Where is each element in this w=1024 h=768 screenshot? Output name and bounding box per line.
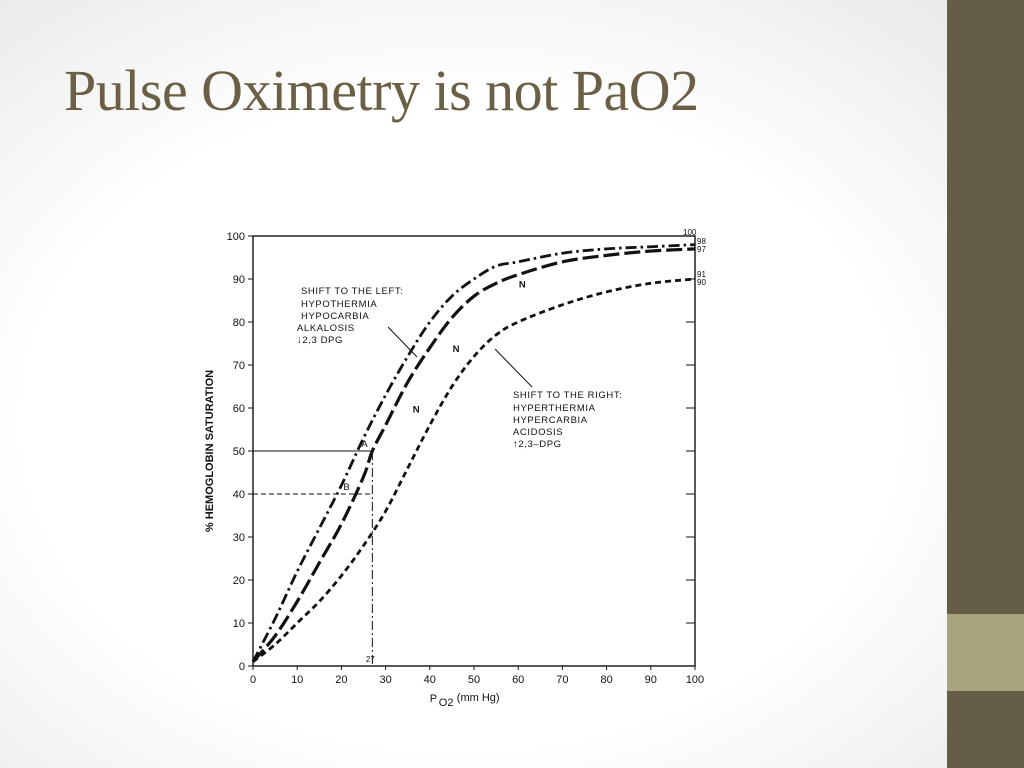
y-tick-label: 100: [227, 231, 245, 243]
left-shift-heading: SHIFT TO THE LEFT:: [301, 286, 403, 297]
normal-curve: [251, 247, 696, 663]
curve-label-n: N: [519, 280, 526, 291]
right-shift-item: ACIDOSIS: [513, 427, 563, 438]
y-tick-label: 10: [233, 618, 245, 630]
x-tick-label: 40: [424, 674, 436, 686]
oxygen-dissociation-chart: 0 10 20 30 40 50 60 70 80 90 100 0 10 20 30 40 50 60 70 80 9…: [195, 222, 725, 712]
right-value-label: 91: [697, 270, 706, 279]
chart-svg: 0 10 20 30 40 50 60 70 80 90 100 0 10 20 30 40 50 60 70 80 9…: [204, 228, 706, 709]
x-tick-label: 10: [291, 674, 303, 686]
x-axis-label-sub: O2: [439, 697, 454, 709]
y-tick-label: 0: [239, 661, 245, 673]
right-value-label: 90: [697, 278, 706, 287]
left-shift-item: ↓2,3 DPG: [297, 335, 343, 346]
x-tick-label: 20: [335, 674, 347, 686]
left-shift-item: HYPOCARBIA: [301, 311, 369, 322]
x-tick-label: 100: [686, 674, 704, 686]
y-tick-label: 30: [233, 532, 245, 544]
right-shift-curve: [252, 277, 696, 663]
x-tick-label: 60: [512, 674, 524, 686]
right-shift-item: HYPERCARBIA: [513, 415, 588, 426]
left-shift-curve: [251, 243, 696, 663]
x-tick-label: 0: [250, 674, 256, 686]
x-tick-label: 90: [645, 674, 657, 686]
slide-title: Pulse Oximetry is not PaO2: [64, 58, 699, 123]
y-axis-label: % HEMOGLOBIN SATURATION: [204, 370, 216, 532]
x-tick-label: 30: [379, 674, 391, 686]
right-shift-pointer: [494, 348, 533, 388]
x-axis-label-unit: (mm Hg): [457, 692, 500, 704]
x-tick-label: 70: [556, 674, 568, 686]
right-shift-item: ↑2,3–DPG: [513, 439, 562, 450]
x-axis-label-p: P: [430, 693, 437, 705]
curve-label-n: N: [413, 404, 420, 415]
right-value-label: 100: [683, 228, 697, 237]
left-shift-item: HYPOTHERMIA: [301, 299, 377, 310]
left-shift-item: ALKALOSIS: [297, 323, 355, 334]
y-tick-label: 60: [233, 403, 245, 415]
y-tick-label: 80: [233, 317, 245, 329]
y-tick-label: 90: [233, 274, 245, 286]
right-shift-item: HYPERTHERMIA: [513, 403, 596, 414]
right-value-label: 97: [697, 245, 706, 254]
right-shift-heading: SHIFT TO THE RIGHT:: [513, 390, 622, 401]
y-tick-label: 20: [233, 575, 245, 587]
y-tick-label: 50: [233, 446, 245, 458]
sidebar-accent: [947, 614, 1024, 691]
left-shift-pointer: [387, 326, 418, 358]
x-marker-label: 27: [366, 655, 375, 664]
point-label-b: B: [343, 482, 350, 493]
right-value-label: 98: [697, 237, 706, 246]
point-label-a: A: [361, 439, 368, 450]
x-tick-label: 50: [468, 674, 480, 686]
x-tick-label: 80: [600, 674, 612, 686]
curve-label-n: N: [453, 344, 460, 355]
y-tick-label: 40: [233, 489, 245, 501]
y-tick-label: 70: [233, 360, 245, 372]
